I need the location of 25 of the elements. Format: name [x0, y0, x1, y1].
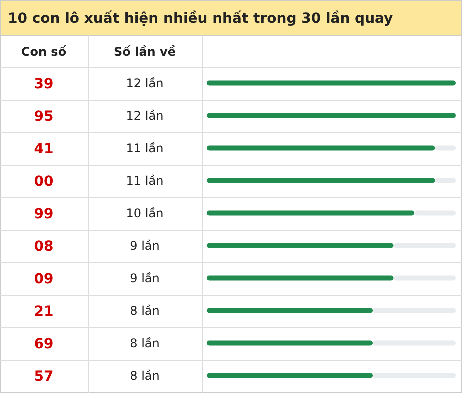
data-label: 8 lần	[130, 336, 160, 350]
y-tick-label: 57	[34, 368, 54, 385]
y-tick-label: 69	[34, 336, 54, 352]
data-label: 8 lần	[130, 368, 160, 383]
bar	[207, 80, 456, 86]
y-tick-label: 09	[34, 271, 54, 288]
y-tick-label: 41	[34, 141, 54, 158]
data-label: 9 lần	[130, 271, 160, 286]
text: Số lần về	[114, 45, 176, 59]
data-label: 11 lần	[126, 141, 164, 156]
data-label: 12 lần	[126, 108, 164, 123]
data-label: 10 lần	[126, 206, 164, 220]
data-label: 11 lần	[126, 174, 164, 188]
y-tick-label: 08	[34, 238, 54, 255]
data-label: 12 lần	[126, 76, 164, 90]
y-tick-label: 00	[34, 174, 54, 190]
data-label: 9 lần	[130, 238, 160, 253]
chart-title: 10 con lô xuất hiện nhiều nhất trong 30 lần quay	[8, 10, 394, 27]
y-tick-label: 21	[34, 304, 54, 320]
y-tick-label: 39	[34, 76, 54, 92]
bar	[207, 113, 456, 118]
text: Con số	[21, 45, 68, 59]
data-label: 8 lần	[130, 304, 160, 318]
y-tick-label: 95	[34, 108, 54, 125]
y-tick-label: 99	[34, 206, 54, 222]
